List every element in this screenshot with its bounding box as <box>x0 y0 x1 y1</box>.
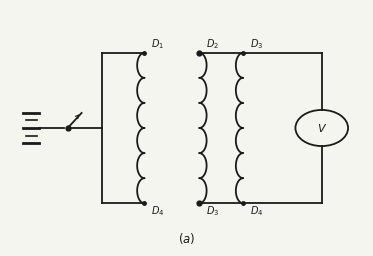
Text: $D_3$: $D_3$ <box>250 38 263 51</box>
Text: $V$: $V$ <box>317 122 327 134</box>
Text: $D_1$: $D_1$ <box>151 38 164 51</box>
Text: $D_4$: $D_4$ <box>151 205 164 218</box>
Text: $D_4$: $D_4$ <box>250 205 263 218</box>
Text: $D_2$: $D_2$ <box>206 38 219 51</box>
Text: $D_3$: $D_3$ <box>206 205 219 218</box>
Text: $(a)$: $(a)$ <box>178 231 195 246</box>
